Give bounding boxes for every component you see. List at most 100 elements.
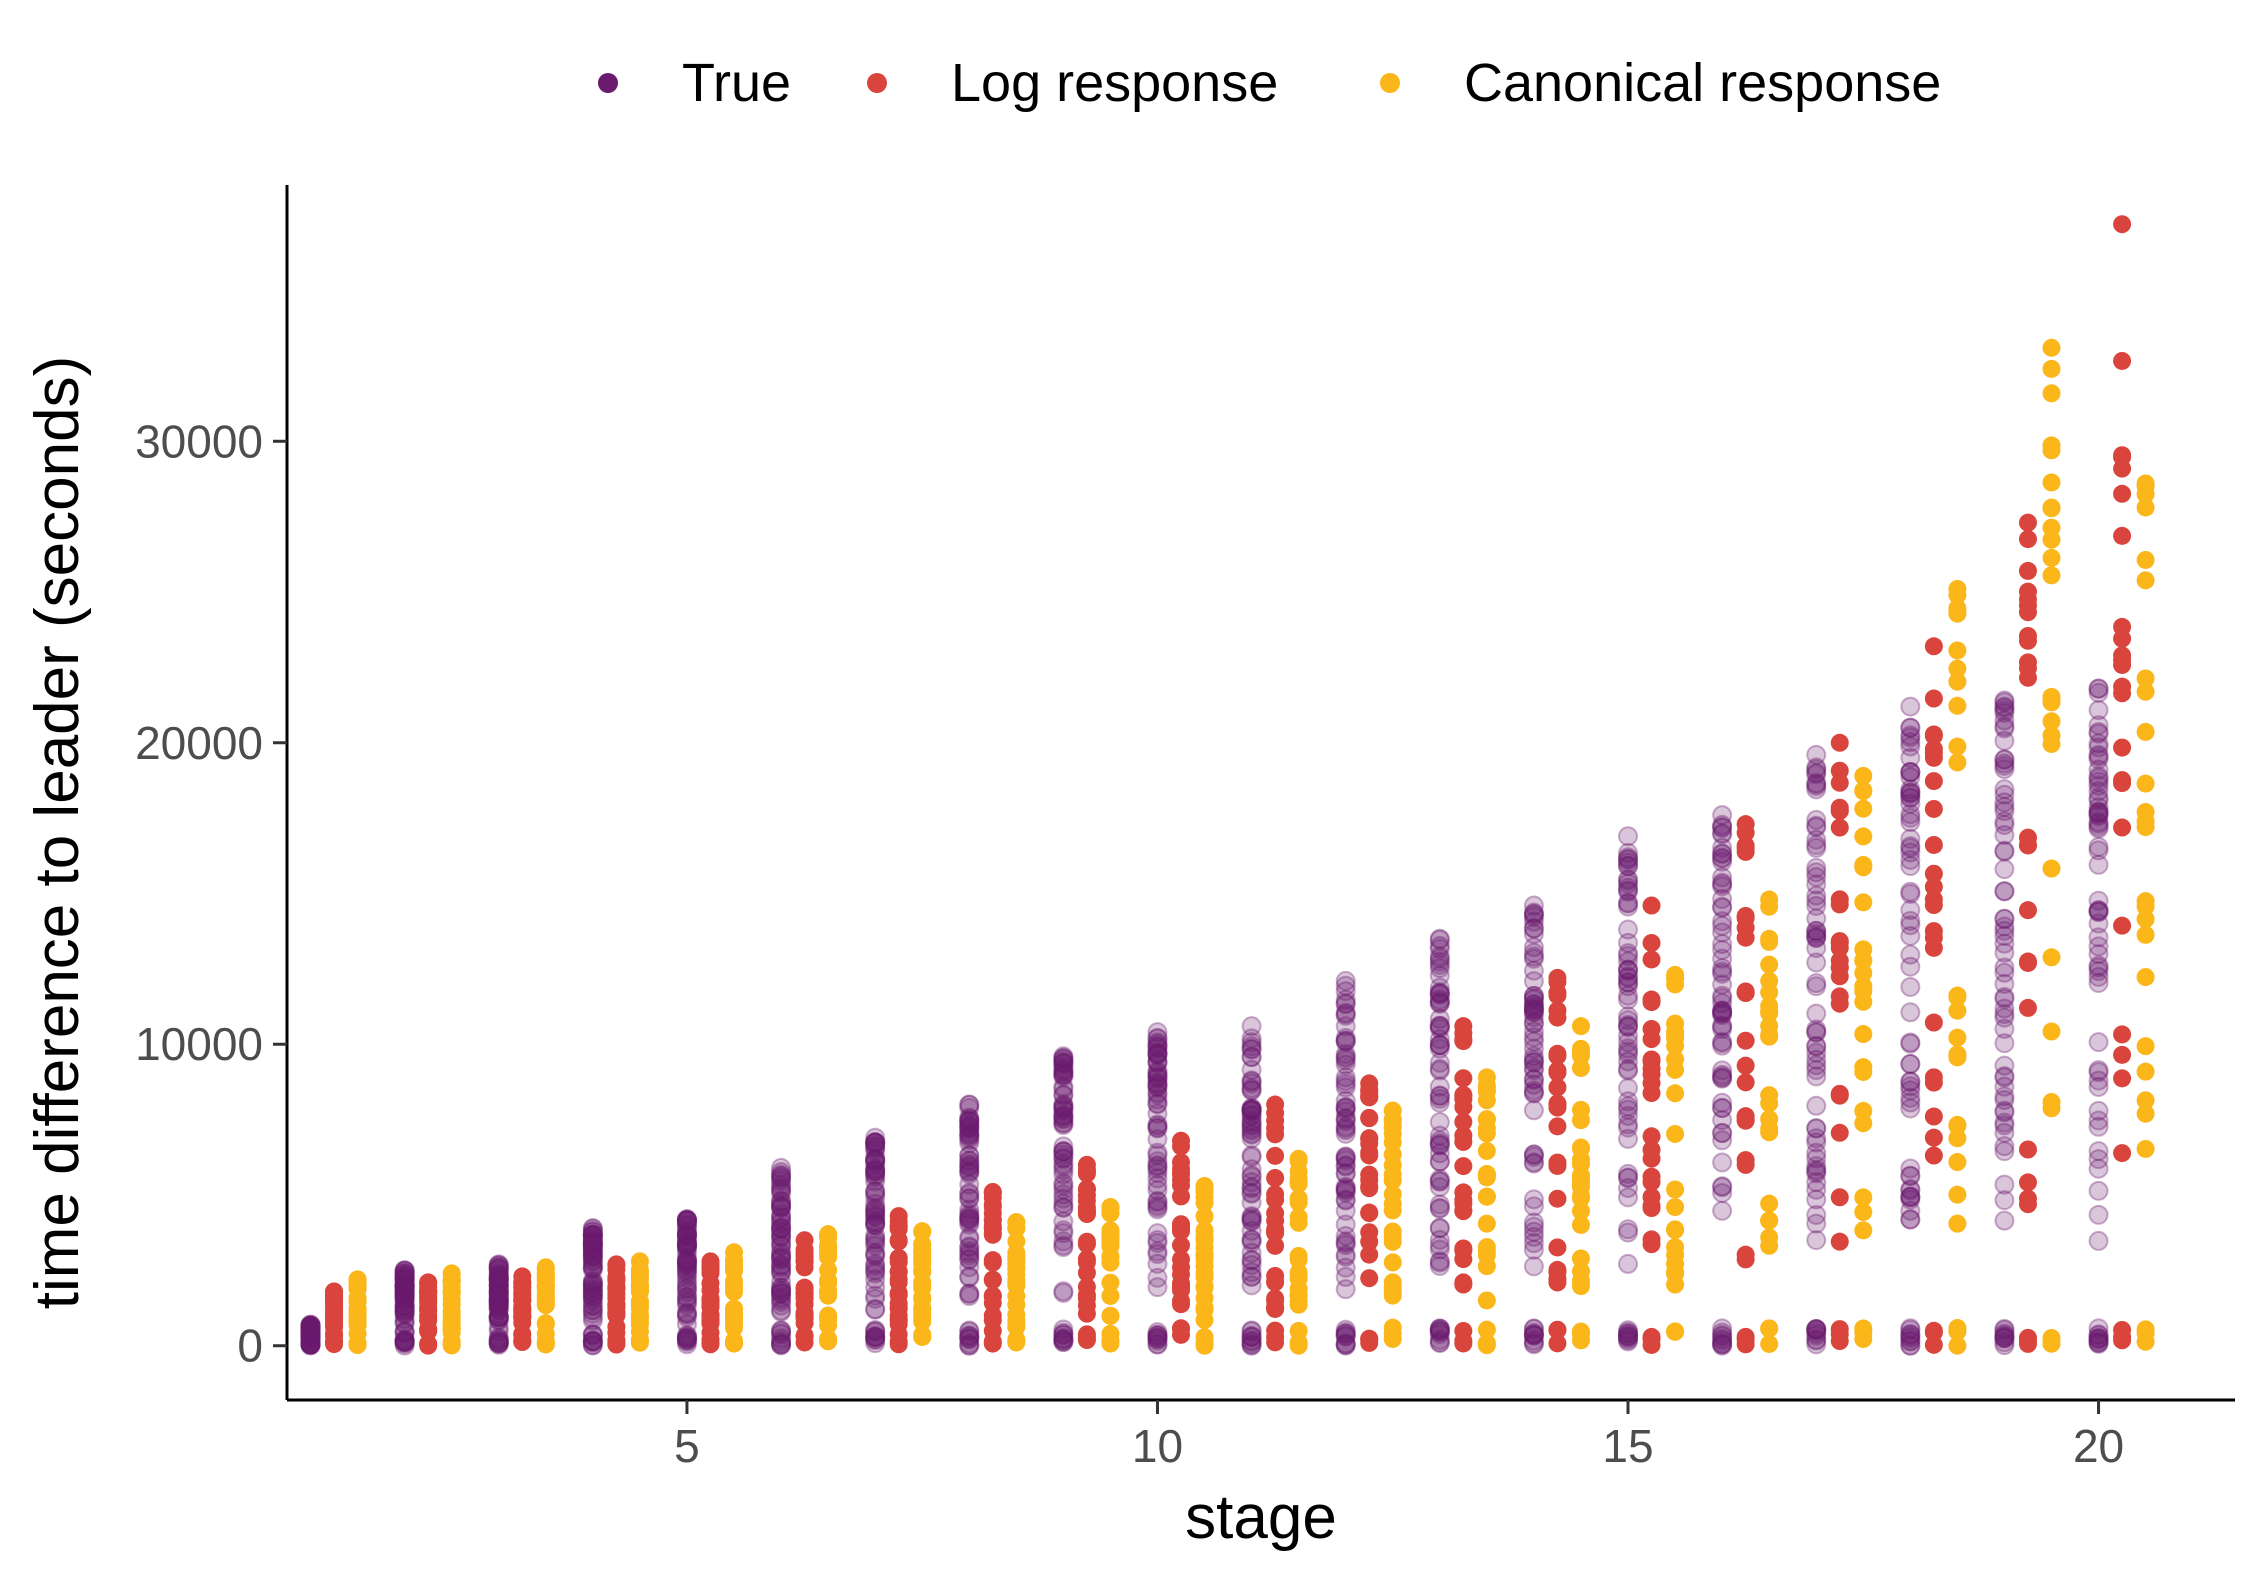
data-point [1241,1071,1262,1092]
data-point [1523,1189,1544,1210]
data-point [676,1253,697,1274]
data-point [582,1246,603,1267]
data-point [488,1299,509,1320]
data-point [1736,982,1755,1001]
data-point [607,1278,626,1297]
data-point [771,1211,792,1232]
data-point [865,1261,886,1282]
data-point [865,1183,886,1204]
data-point [1948,1153,1967,1172]
data-point [488,1269,509,1290]
data-point [394,1264,415,1285]
data-point [959,1212,980,1233]
data-point [2018,626,2037,645]
data-point [1994,690,2015,711]
data-point [2136,774,2155,793]
data-point [1994,987,2015,1008]
data-point [676,1282,697,1303]
data-point [2113,738,2132,757]
data-point [2018,530,2037,549]
data-point [1806,1118,1827,1139]
data-point [1147,1244,1168,1265]
data-point [394,1283,415,1304]
data-point [2018,596,2037,615]
data-point [983,1311,1002,1330]
data-point [582,1279,603,1300]
data-point [1383,1145,1402,1164]
data-point [1760,1123,1779,1142]
data-point [1053,1085,1074,1106]
data-point [2088,771,2109,792]
data-point [1266,1333,1285,1352]
data-point [1383,1222,1402,1241]
data-point [488,1327,509,1348]
data-point [582,1232,603,1253]
data-point [300,1318,321,1339]
data-point [300,1325,321,1346]
data-point [394,1269,415,1290]
data-point [771,1179,792,1200]
data-point [442,1264,461,1283]
data-point [1618,1177,1639,1198]
data-point [488,1282,509,1303]
data-point [2042,359,2061,378]
data-point [1053,1105,1074,1126]
data-point [488,1254,509,1275]
data-point [1736,1327,1755,1346]
data-point [1477,1141,1496,1160]
data-point [394,1277,415,1298]
data-point [1053,1046,1074,1067]
data-point [300,1327,321,1348]
data-point [1429,1255,1450,1276]
data-point [2018,828,2037,847]
data-point [676,1216,697,1237]
data-point [1760,1027,1779,1046]
data-point [488,1265,509,1286]
data-point [771,1225,792,1246]
data-point [771,1295,792,1316]
data-point [1523,918,1544,939]
data-point [582,1237,603,1258]
data-point [1854,1058,1873,1077]
data-point [300,1331,321,1352]
data-point [819,1242,838,1261]
data-point [1994,962,2015,983]
data-point [1454,1250,1473,1269]
data-point [582,1256,603,1277]
data-point [771,1181,792,1202]
data-point [488,1289,509,1310]
data-point [2136,1062,2155,1081]
y-tick-label: 0 [237,1320,263,1372]
data-point [1806,835,1827,856]
data-point [771,1282,792,1303]
data-point [771,1335,792,1356]
data-point [1429,1229,1450,1250]
data-point [1924,864,1943,883]
data-point [1172,1176,1191,1195]
data-point [2042,338,2061,357]
data-point [1806,1142,1827,1163]
data-point [959,1243,980,1264]
plot-points [300,215,2155,1356]
data-point [419,1306,438,1325]
x-tick-label: 10 [1132,1420,1183,1472]
data-point [819,1316,838,1335]
data-point [300,1318,321,1339]
data-point [701,1298,720,1317]
data-point [1335,1067,1356,1088]
data-point [1571,1150,1590,1169]
data-point [1666,1014,1685,1033]
data-point [394,1266,415,1287]
data-point [676,1264,697,1285]
data-point [2136,812,2155,831]
data-point [1666,1322,1685,1341]
data-point [1429,951,1450,972]
data-point [325,1304,344,1323]
data-point [1924,896,1943,915]
data-point [1712,1001,1733,1022]
data-point [300,1322,321,1343]
data-point [300,1323,321,1344]
data-point [394,1296,415,1317]
data-point [1053,1281,1074,1302]
data-point [1924,772,1943,791]
